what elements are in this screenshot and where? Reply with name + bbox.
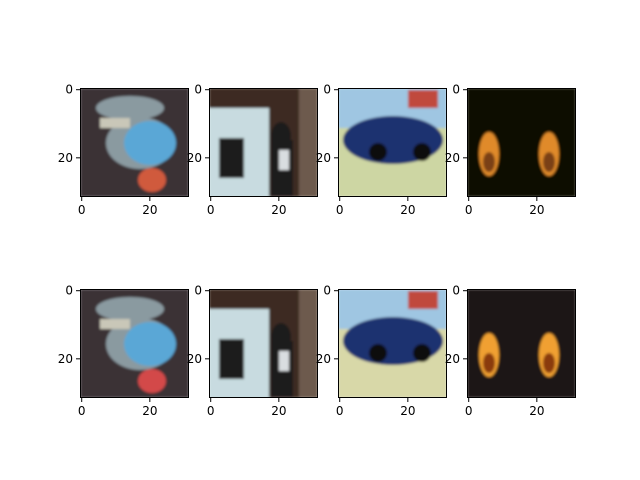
panel-image (80, 289, 189, 398)
y-tick-label: 0 (323, 83, 331, 97)
axes-frame (338, 289, 447, 398)
y-tick-label: 0 (452, 83, 460, 97)
image-panel-r0-c2: 0 20 0 20 (316, 83, 447, 217)
y-tick-label: 20 (316, 352, 331, 366)
x-tick-label: 0 (336, 404, 344, 418)
y-tick-label: 20 (316, 151, 331, 165)
image-panel-r0-c3: 0 20 0 20 (445, 83, 576, 217)
x-tick-label: 0 (465, 203, 473, 217)
y-tick-label: 20 (58, 151, 73, 165)
x-tick-label: 0 (78, 203, 86, 217)
x-tick-label: 0 (336, 203, 344, 217)
y-tick-label: 20 (445, 352, 460, 366)
x-tick-label: 20 (400, 404, 415, 418)
y-tick-label: 20 (187, 151, 202, 165)
y-tick-label: 0 (65, 83, 73, 97)
y-tick-label: 20 (58, 352, 73, 366)
y-tick-label: 20 (187, 352, 202, 366)
panel-image (467, 88, 576, 197)
image-panel-r0-c1: 0 20 0 20 (187, 83, 318, 217)
x-tick-label: 0 (207, 404, 215, 418)
y-tick-label: 0 (323, 284, 331, 298)
y-tick-label: 0 (194, 83, 202, 97)
x-tick-label: 0 (465, 404, 473, 418)
image-panel-r0-c0: 0 20 0 20 (58, 83, 189, 217)
axes-frame (209, 88, 318, 197)
panel-image (467, 289, 576, 398)
x-tick-label: 20 (529, 203, 544, 217)
axes-frame (80, 289, 189, 398)
image-panel-r1-c1: 0 20 0 20 (187, 284, 318, 418)
x-tick-label: 20 (142, 203, 157, 217)
y-tick-label: 20 (445, 151, 460, 165)
image-panel-r1-c2: 0 20 0 20 (316, 284, 447, 418)
axes-frame (467, 88, 576, 197)
x-tick-label: 20 (400, 203, 415, 217)
axes-frame (80, 88, 189, 197)
panel-image (209, 289, 318, 398)
x-tick-label: 0 (207, 203, 215, 217)
x-tick-label: 20 (271, 203, 286, 217)
panel-image (209, 88, 318, 197)
axes-frame (338, 88, 447, 197)
panel-image (80, 88, 189, 197)
x-tick-label: 0 (78, 404, 86, 418)
x-tick-label: 20 (271, 404, 286, 418)
axes-frame (209, 289, 318, 398)
x-tick-label: 20 (142, 404, 157, 418)
panel-image (338, 88, 447, 197)
image-panel-r1-c3: 0 20 0 20 (445, 284, 576, 418)
panel-image (338, 289, 447, 398)
axes-frame (467, 289, 576, 398)
image-panel-r1-c0: 0 20 0 20 (58, 284, 189, 418)
y-tick-label: 0 (65, 284, 73, 298)
y-tick-label: 0 (452, 284, 460, 298)
x-tick-label: 20 (529, 404, 544, 418)
y-tick-label: 0 (194, 284, 202, 298)
